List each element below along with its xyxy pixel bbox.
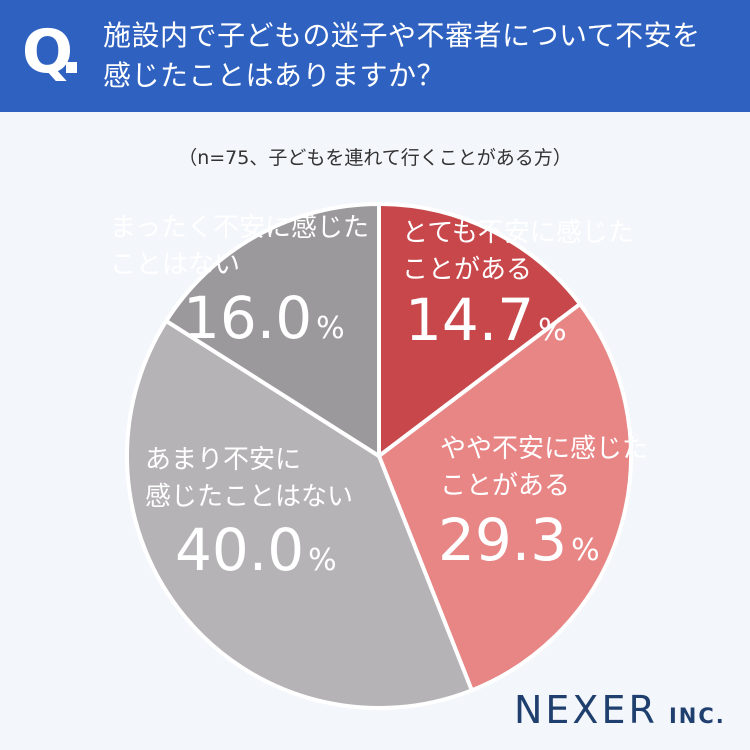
question-line-2: 感じたことはありますか？ — [103, 59, 446, 92]
slice-label-3-line-1: あまり不安に — [145, 445, 301, 475]
slice-label-1-line-2: ことがある — [402, 255, 532, 285]
slice-label-4-line-1: まったく不安に感じた — [110, 213, 369, 243]
slice-value-4: 16.0% — [183, 284, 345, 352]
slice-value-2: 29.3% — [438, 506, 600, 574]
q-dot — [66, 62, 77, 73]
slice-label-1-line-1: とても不安に感じた — [402, 218, 634, 248]
slice-label-4-line-2: ことはない — [110, 250, 240, 280]
question-text: 施設内で子どもの迷子や不審者について不安を 感じたことはありますか？ — [103, 16, 743, 96]
slice-label-2-line-2: ことがある — [440, 471, 570, 501]
slice-value-3: 40.0% — [175, 516, 337, 584]
question-line-1: 施設内で子どもの迷子や不審者について不安を — [103, 19, 701, 52]
pie-slice-3 — [125, 318, 474, 710]
sample-note: （n=75、子どもを連れて行くことがある方） — [178, 147, 572, 169]
slice-label-2-line-1: やや不安に感じた — [440, 434, 648, 464]
question-header: Q 施設内で子どもの迷子や不審者について不安を 感じたことはありますか？ — [0, 0, 750, 112]
brand-suffix: INC. — [668, 704, 726, 728]
q-mark: Q — [22, 17, 74, 87]
slice-label-3-line-2: 感じたことはない — [145, 482, 353, 512]
pie-slice-1 — [377, 202, 583, 458]
pie-slice-4 — [164, 202, 381, 458]
brand-logo: NEXER INC. — [514, 688, 726, 732]
slice-value-1: 14.7% — [405, 286, 567, 354]
pie-slice-2 — [377, 302, 633, 693]
brand-name: NEXER — [514, 688, 658, 732]
